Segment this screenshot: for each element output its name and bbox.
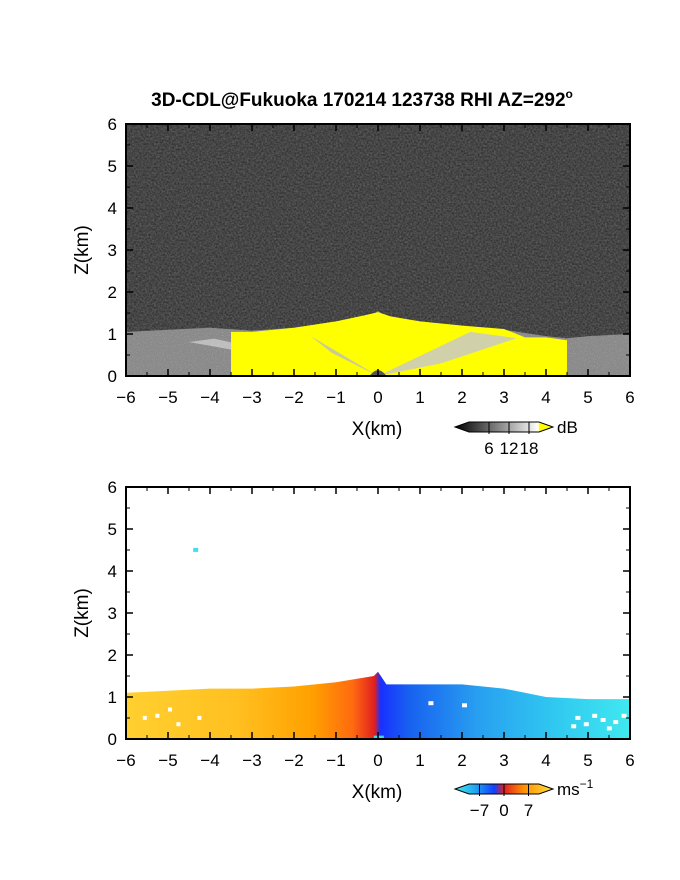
velocity-y-tick-label: 3 bbox=[108, 604, 117, 623]
velocity-gap bbox=[613, 720, 619, 725]
reflectivity-x-tick-label: −6 bbox=[116, 388, 135, 407]
reflectivity-colorbar-strip bbox=[453, 421, 555, 433]
reflectivity-colorbar-tick-label: 18 bbox=[520, 439, 539, 458]
velocity-x-tick-label: 2 bbox=[457, 751, 466, 770]
reflectivity-x-tick-label: −1 bbox=[326, 388, 345, 407]
reflectivity-y-tick-label: 1 bbox=[108, 325, 117, 344]
velocity-x-axis-label: X(km) bbox=[352, 782, 403, 803]
velocity-colorbar-tick-label: 0 bbox=[499, 801, 508, 820]
reflectivity-colorbar-tick-label: 6 bbox=[484, 439, 493, 458]
reflectivity-colorbar: 6 12 18 dB bbox=[453, 418, 578, 458]
velocity-gap bbox=[428, 701, 434, 706]
velocity-gap bbox=[571, 724, 577, 729]
reflectivity-x-tick-label: 1 bbox=[415, 388, 424, 407]
velocity-colorbar: −7 0 7 ms−1 bbox=[453, 777, 594, 820]
velocity-y-tick-label: 0 bbox=[108, 730, 117, 749]
velocity-x-tick-label: 1 bbox=[415, 751, 424, 770]
velocity-gap bbox=[462, 703, 467, 708]
reflectivity-x-tick-label: −4 bbox=[200, 388, 219, 407]
reflectivity-y-tick-label: 3 bbox=[108, 241, 117, 260]
doppler-velocity-panel: −6 −5 −4 −3 −2 −1 0 1 2 3 4 5 6 0 1 2 3 4 5 6 X(km) Z(km) bbox=[72, 478, 635, 803]
velocity-x-tick-label: 0 bbox=[373, 751, 382, 770]
velocity-near-ground-point bbox=[373, 735, 384, 739]
velocity-gap bbox=[168, 707, 172, 712]
velocity-y-tick-label: 5 bbox=[108, 520, 117, 539]
velocity-gap bbox=[600, 718, 606, 722]
reflectivity-x-tick-label: 5 bbox=[583, 388, 592, 407]
velocity-x-tick-label: −2 bbox=[284, 751, 303, 770]
velocity-gap bbox=[176, 722, 181, 727]
reflectivity-y-tick-label: 2 bbox=[108, 283, 117, 302]
velocity-y-tick-label: 1 bbox=[108, 688, 117, 707]
velocity-x-tick-label: −1 bbox=[326, 751, 345, 770]
velocity-x-tick-label: 4 bbox=[541, 751, 550, 770]
velocity-isolated-point bbox=[193, 547, 199, 552]
reflectivity-saturated-core bbox=[231, 312, 567, 376]
reflectivity-x-tick-label: 6 bbox=[625, 388, 634, 407]
reflectivity-x-tick-label: −3 bbox=[242, 388, 261, 407]
reflectivity-x-tick-label: 4 bbox=[541, 388, 550, 407]
velocity-gap bbox=[621, 713, 627, 718]
velocity-x-tick-label: 3 bbox=[499, 751, 508, 770]
velocity-gap bbox=[155, 713, 160, 718]
velocity-x-tick-label: −6 bbox=[116, 751, 135, 770]
velocity-colorbar-unit: ms−1 bbox=[557, 777, 594, 799]
reflectivity-x-tick-label: 3 bbox=[499, 388, 508, 407]
velocity-layer bbox=[126, 671, 630, 739]
velocity-colorbar-tick-label: −7 bbox=[470, 801, 489, 820]
reflectivity-colorbar-tick-label: 12 bbox=[500, 439, 519, 458]
velocity-x-tick-label: 5 bbox=[583, 751, 592, 770]
figure-title: 3D-CDL@Fukuoka 170214 123738 RHI AZ=292o bbox=[151, 87, 573, 111]
reflectivity-y-tick-label: 4 bbox=[108, 199, 117, 218]
reflectivity-gray-wedge bbox=[310, 336, 378, 376]
velocity-x-tick-label: 6 bbox=[625, 751, 634, 770]
velocity-x-tick-label: −4 bbox=[200, 751, 219, 770]
velocity-y-tick-label: 6 bbox=[108, 478, 117, 497]
reflectivity-y-tick-label: 6 bbox=[108, 115, 117, 134]
reflectivity-x-tick-label: 2 bbox=[457, 388, 466, 407]
velocity-gap bbox=[197, 715, 202, 720]
reflectivity-gray-wedge bbox=[378, 331, 517, 376]
reflectivity-x-tick-label: −2 bbox=[284, 388, 303, 407]
reflectivity-x-tick-label: 0 bbox=[373, 388, 382, 407]
velocity-x-tick-label: −3 bbox=[242, 751, 261, 770]
velocity-gap bbox=[583, 722, 589, 727]
reflectivity-y-tick-label: 0 bbox=[108, 367, 117, 386]
reflectivity-panel: −6 −5 −4 −3 −2 −1 0 1 2 3 4 5 6 0 1 2 3 4 5 6 X(km) Z(km) bbox=[72, 115, 635, 440]
velocity-gap bbox=[575, 715, 581, 720]
velocity-y-tick-label: 2 bbox=[108, 646, 117, 665]
velocity-gap bbox=[606, 726, 612, 731]
reflectivity-colorbar-unit: dB bbox=[557, 418, 578, 437]
velocity-gap bbox=[592, 713, 598, 718]
reflectivity-x-tick-label: −5 bbox=[158, 388, 177, 407]
velocity-x-tick-label: −5 bbox=[158, 751, 177, 770]
reflectivity-x-axis-label: X(km) bbox=[352, 419, 403, 440]
velocity-y-axis-label: Z(km) bbox=[72, 588, 93, 638]
velocity-colorbar-tick-label: 7 bbox=[524, 801, 533, 820]
reflectivity-y-axis-label: Z(km) bbox=[72, 225, 93, 275]
velocity-gap bbox=[142, 715, 147, 720]
reflectivity-y-tick-label: 5 bbox=[108, 157, 117, 176]
velocity-y-tick-label: 4 bbox=[108, 562, 117, 581]
